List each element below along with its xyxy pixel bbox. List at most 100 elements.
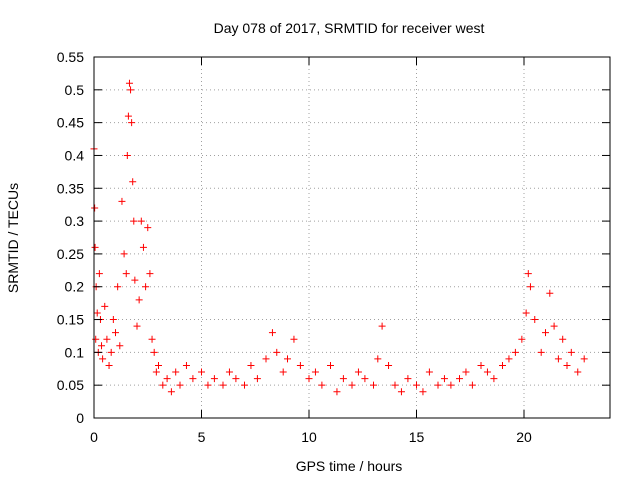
data-point <box>198 368 205 376</box>
x-tick-label: 15 <box>409 429 425 445</box>
data-point <box>105 361 113 369</box>
data-point <box>189 375 197 383</box>
data-point <box>253 375 261 383</box>
data-point <box>511 348 519 356</box>
data-point <box>93 309 101 317</box>
data-point <box>554 355 562 363</box>
axis-ticks <box>93 56 610 419</box>
data-point <box>434 381 442 389</box>
data-point <box>133 322 141 330</box>
data-point <box>144 224 152 232</box>
data-point <box>273 348 281 356</box>
y-tick-label: 0.1 <box>65 344 85 360</box>
data-point <box>167 388 175 396</box>
y-tick-label: 0.05 <box>57 377 84 393</box>
data-point <box>404 375 412 383</box>
data-point <box>120 250 128 258</box>
data-point <box>137 217 145 225</box>
data-point <box>354 368 362 376</box>
data-point <box>176 381 184 389</box>
data-point <box>247 361 255 369</box>
data-point <box>440 375 448 383</box>
data-point <box>99 355 107 363</box>
data-point <box>361 375 369 383</box>
data-point <box>348 381 356 389</box>
y-tick-label: 0.3 <box>65 213 85 229</box>
data-point <box>339 375 347 383</box>
data-point <box>550 322 558 330</box>
data-point <box>546 289 554 297</box>
data-point <box>95 270 103 278</box>
data-point <box>122 270 130 278</box>
data-point <box>456 375 463 383</box>
y-tick-label: 0.4 <box>65 147 85 163</box>
data-point <box>526 283 534 291</box>
data-points <box>90 79 588 396</box>
data-point <box>378 322 386 330</box>
data-point <box>559 335 567 343</box>
data-point <box>130 217 138 225</box>
data-point <box>219 381 227 389</box>
data-point <box>139 243 147 251</box>
data-point <box>333 388 341 396</box>
data-point <box>118 197 126 205</box>
data-point <box>490 375 498 383</box>
data-point <box>290 335 298 343</box>
data-point <box>268 329 276 337</box>
data-point <box>142 283 150 291</box>
data-point <box>232 375 240 383</box>
data-point <box>124 112 132 120</box>
data-point <box>155 361 162 369</box>
data-point <box>468 381 476 389</box>
data-point <box>397 388 405 396</box>
chart-title: Day 078 of 2017, SRMTID for receiver wes… <box>214 20 485 36</box>
data-point <box>413 381 420 389</box>
data-point <box>262 355 270 363</box>
data-point <box>580 355 588 363</box>
data-point <box>447 381 455 389</box>
data-point <box>374 355 382 363</box>
data-point <box>483 368 491 376</box>
data-point <box>425 368 433 376</box>
data-point <box>152 368 160 376</box>
data-point <box>129 178 137 186</box>
x-tick-label: 10 <box>301 429 317 445</box>
data-point <box>91 243 99 251</box>
data-point <box>114 283 122 291</box>
data-point <box>172 368 180 376</box>
data-point <box>182 361 190 369</box>
data-point <box>159 381 167 389</box>
data-point <box>284 355 291 363</box>
data-point <box>91 204 99 212</box>
data-point <box>125 79 133 87</box>
data-point <box>279 368 287 376</box>
x-tick-label: 0 <box>90 429 98 445</box>
x-tick-label: 20 <box>516 429 532 445</box>
data-point <box>318 381 326 389</box>
tick-labels: 0 0.05 0.1 0.15 0.2 0.25 0.3 0.35 0.4 0.45 0.5 0.55… <box>57 49 532 445</box>
y-tick-label: 0.55 <box>57 49 84 65</box>
data-point <box>567 348 575 356</box>
data-point <box>370 381 377 389</box>
y-tick-label: 0.15 <box>57 312 84 328</box>
y-tick-label: 0.45 <box>57 115 84 131</box>
data-point <box>101 302 109 310</box>
data-point <box>311 368 319 376</box>
y-axis-label: SRMTID / TECUs <box>5 183 21 293</box>
data-point <box>127 86 135 94</box>
y-tick-label: 0.25 <box>57 246 84 262</box>
data-point <box>128 119 136 127</box>
data-point <box>499 361 506 369</box>
data-point <box>505 355 513 363</box>
x-tick-label: 5 <box>198 429 206 445</box>
data-point <box>150 348 158 356</box>
data-point <box>92 335 100 343</box>
grid-lines <box>94 57 610 418</box>
data-point <box>135 296 143 304</box>
y-tick-label: 0.2 <box>65 279 85 295</box>
data-point <box>542 329 549 337</box>
plot-frame <box>93 56 611 419</box>
data-point <box>123 151 131 159</box>
